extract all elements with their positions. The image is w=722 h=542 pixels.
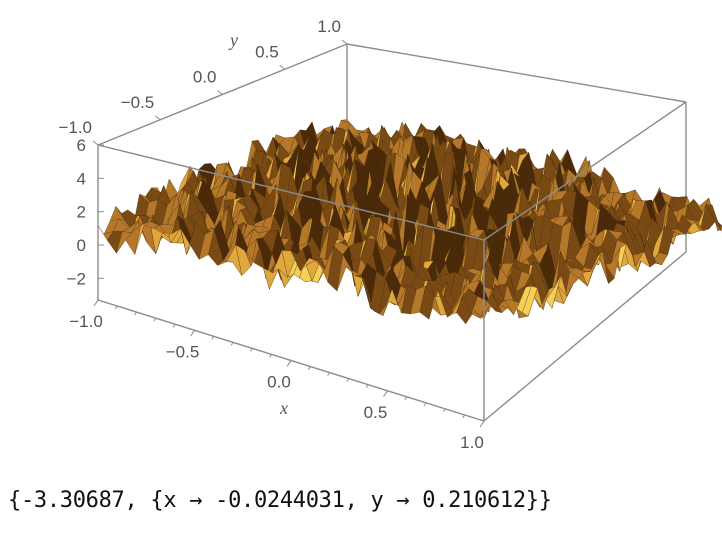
- axis-tick: [307, 366, 311, 370]
- axis-tick: [385, 390, 388, 395]
- z-tick-label: 4: [77, 169, 86, 188]
- axis-tick: [462, 414, 466, 419]
- axis-tick: [404, 396, 408, 401]
- axis-tick: [95, 299, 99, 304]
- box-edge: [483, 251, 687, 422]
- axis-tick: [134, 311, 138, 316]
- axis-tick: [211, 336, 215, 340]
- axis-tick: [153, 317, 157, 322]
- box-edge: [483, 101, 687, 241]
- x-tick-label: −1.0: [69, 312, 103, 331]
- axis-tick: [269, 354, 273, 358]
- y-tick-label: −1.0: [58, 118, 92, 137]
- axis-tick: [92, 140, 99, 146]
- axis-tick: [154, 115, 161, 121]
- axis-tick: [172, 323, 176, 328]
- axis-tick: [114, 305, 118, 310]
- z-tick-label: 6: [77, 136, 86, 155]
- z-tick-label: 2: [77, 203, 86, 222]
- z-tick-label: 0: [77, 236, 86, 255]
- box-edge: [97, 144, 485, 241]
- axis-tick: [442, 408, 446, 413]
- axis-tick: [230, 342, 234, 346]
- x-axis-label: x: [279, 398, 288, 418]
- surface-patch: [474, 305, 491, 320]
- y-tick-label: 1.0: [317, 17, 341, 36]
- axis-tick: [346, 378, 350, 382]
- y-axis-label: y: [228, 30, 238, 50]
- axis-tick: [279, 64, 286, 70]
- x-tick-label: 0.0: [267, 373, 291, 392]
- axis-tick: [249, 348, 253, 352]
- surface-plot: −1.0 −0.5 0.0 0.5 1.0 x −1.0 −0.5 0.0 0.5 1.0 y 6 4 2 0…: [58, 17, 722, 452]
- x-tick-label: 0.5: [364, 403, 388, 422]
- axis-tick: [341, 39, 348, 45]
- x-tick-label: 1.0: [460, 433, 484, 452]
- z-tick-label: −2: [67, 269, 86, 288]
- y-tick-label: 0.0: [193, 68, 217, 87]
- surface-plot-svg: −1.0 −0.5 0.0 0.5 1.0 x −1.0 −0.5 0.0 0.5 1.0 y 6 4 2 0…: [58, 17, 722, 452]
- x-tick-label: −0.5: [166, 342, 200, 361]
- axis-tick: [192, 329, 195, 334]
- axis-tick: [217, 90, 223, 95]
- axis-tick: [481, 420, 485, 425]
- axis-tick: [327, 372, 331, 376]
- axis-tick: [423, 402, 427, 407]
- minimum-result-output: {-3.30687, {x → -0.0244031, y → 0.210612…: [8, 488, 552, 513]
- box-edge: [346, 43, 687, 103]
- y-tick-label: −0.5: [121, 93, 155, 112]
- axis-tick: [365, 384, 369, 388]
- y-tick-label: 0.5: [255, 42, 279, 61]
- axis-tick: [288, 360, 292, 364]
